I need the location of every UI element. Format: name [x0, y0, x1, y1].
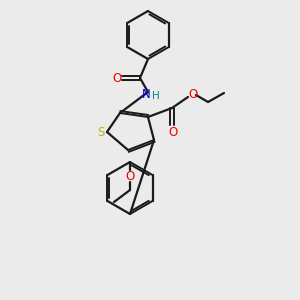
Text: N: N: [142, 88, 150, 100]
Text: O: O: [188, 88, 198, 101]
Text: H: H: [152, 91, 160, 101]
Text: O: O: [125, 170, 135, 184]
Text: O: O: [112, 71, 122, 85]
Text: S: S: [97, 125, 105, 139]
Text: O: O: [168, 125, 178, 139]
